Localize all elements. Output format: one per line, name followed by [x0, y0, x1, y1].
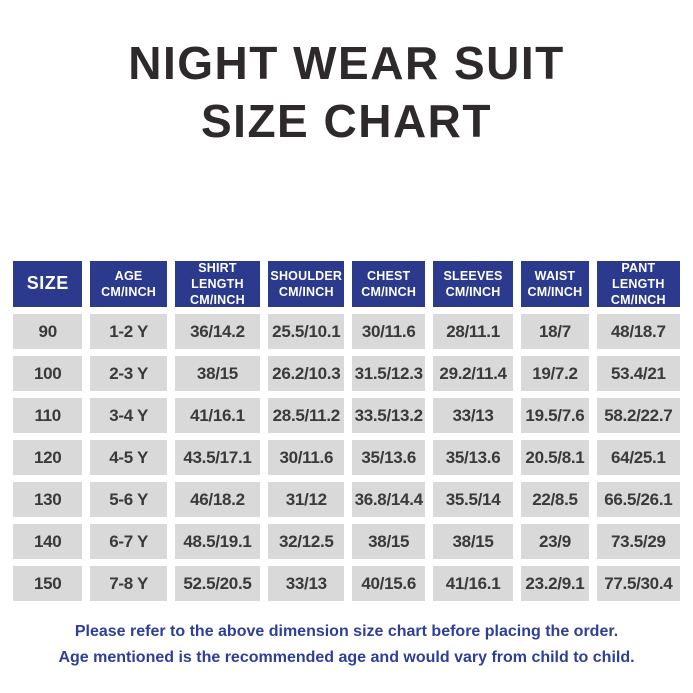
table-cell-r5-c2: 5-6 Y — [90, 482, 167, 517]
table-cell-r2-c2: 2-3 Y — [90, 356, 167, 391]
table-cell-r2-c1: 100 — [13, 356, 83, 391]
table-cell-r3-c2: 3-4 Y — [90, 398, 167, 433]
table-cell-r4-c6: 35/13.6 — [432, 440, 514, 475]
table-cell-r2-c3: 38/15 — [174, 356, 261, 391]
column-header-label: PANT LENGTH — [612, 261, 665, 291]
column-header-label: SIZE — [26, 273, 69, 294]
table-cell-r1-c2: 1-2 Y — [90, 314, 167, 349]
footer-note-line-1: Please refer to the above dimension size… — [74, 623, 619, 640]
table-cell-r4-c5: 35/13.6 — [352, 440, 425, 475]
table-cell-r7-c2: 7-8 Y — [90, 566, 167, 601]
footer-note-line-2: Age mentioned is the recommended age and… — [58, 649, 635, 666]
table-cell-r7-c1: 150 — [13, 566, 83, 601]
table-cell-r3-c7: 19.5/7.6 — [521, 398, 589, 433]
column-header-unit: CM/INCH — [610, 293, 666, 307]
table-cell-r5-c7: 22/8.5 — [521, 482, 589, 517]
table-cell-r2-c6: 29.2/11.4 — [432, 356, 514, 391]
table-cell-r2-c5: 31.5/12.3 — [352, 356, 425, 391]
table-cell-r6-c8: 73.5/29 — [596, 524, 680, 559]
table-cell-r4-c2: 4-5 Y — [90, 440, 167, 475]
table-cell-r1-c3: 36/14.2 — [174, 314, 261, 349]
column-header-waist: WAIST CM/INCH — [521, 261, 589, 307]
table-cell-r3-c6: 33/13 — [432, 398, 514, 433]
size-chart-table: SIZE AGE CM/INCH SHIRT LENGTH CM/INCH SHOULDE… — [13, 261, 680, 601]
table-cell-r5-c3: 46/18.2 — [174, 482, 261, 517]
column-header-unit: CM/INCH — [527, 285, 583, 299]
table-cell-r7-c6: 41/16.1 — [432, 566, 514, 601]
table-cell-r6-c3: 48.5/19.1 — [174, 524, 261, 559]
table-cell-r2-c7: 19/7.2 — [521, 356, 589, 391]
table-cell-r6-c7: 23/9 — [521, 524, 589, 559]
page-title-line-1: NIGHT WEAR SUIT — [128, 37, 565, 89]
table-cell-r1-c1: 90 — [13, 314, 83, 349]
table-cell-r7-c8: 77.5/30.4 — [596, 566, 680, 601]
table-cell-r5-c1: 130 — [13, 482, 83, 517]
table-cell-r7-c5: 40/15.6 — [352, 566, 425, 601]
table-cell-r2-c4: 26.2/10.3 — [268, 356, 345, 391]
column-header-label: AGE — [114, 269, 143, 283]
column-header-label: CHEST — [366, 269, 411, 283]
table-cell-r4-c3: 43.5/17.1 — [174, 440, 261, 475]
table-cell-r6-c1: 140 — [13, 524, 83, 559]
table-cell-r5-c4: 31/12 — [268, 482, 345, 517]
column-header-label: SLEEVES — [443, 269, 503, 283]
footer-note: Please refer to the above dimension size… — [0, 619, 693, 671]
column-header-shirt-length: SHIRT LENGTH CM/INCH — [174, 261, 261, 307]
table-cell-r4-c8: 64/25.1 — [596, 440, 680, 475]
page-title: NIGHT WEAR SUIT SIZE CHART — [0, 34, 693, 150]
column-header-unit: CM/INCH — [278, 285, 334, 299]
table-cell-r1-c8: 48/18.7 — [596, 314, 680, 349]
table-cell-r6-c6: 38/15 — [432, 524, 514, 559]
page-title-line-2: SIZE CHART — [201, 95, 492, 147]
table-cell-r6-c4: 32/12.5 — [268, 524, 345, 559]
table-cell-r3-c4: 28.5/11.2 — [268, 398, 345, 433]
column-header-pant-length: PANT LENGTH CM/INCH — [596, 261, 680, 307]
table-cell-r1-c4: 25.5/10.1 — [268, 314, 345, 349]
table-cell-r3-c5: 33.5/13.2 — [352, 398, 425, 433]
table-cell-r4-c1: 120 — [13, 440, 83, 475]
table-cell-r6-c2: 6-7 Y — [90, 524, 167, 559]
table-cell-r3-c3: 41/16.1 — [174, 398, 261, 433]
column-header-unit: CM/INCH — [445, 285, 501, 299]
table-cell-r4-c4: 30/11.6 — [268, 440, 345, 475]
table-cell-r5-c8: 66.5/26.1 — [596, 482, 680, 517]
table-cell-r4-c7: 20.5/8.1 — [521, 440, 589, 475]
table-cell-r6-c5: 38/15 — [352, 524, 425, 559]
table-cell-r7-c4: 33/13 — [268, 566, 345, 601]
column-header-chest: CHEST CM/INCH — [352, 261, 425, 307]
column-header-unit: CM/INCH — [190, 293, 245, 307]
table-cell-r2-c8: 53.4/21 — [596, 356, 680, 391]
table-cell-r3-c1: 110 — [13, 398, 83, 433]
column-header-unit: CM/INCH — [101, 285, 157, 299]
column-header-size: SIZE — [13, 261, 83, 307]
table-cell-r5-c5: 36.8/14.4 — [352, 482, 425, 517]
column-header-label: SHIRT LENGTH — [191, 261, 244, 291]
table-cell-r5-c6: 35.5/14 — [432, 482, 514, 517]
column-header-age: AGE CM/INCH — [90, 261, 167, 307]
table-cell-r3-c8: 58.2/22.7 — [596, 398, 680, 433]
table-cell-r1-c7: 18/7 — [521, 314, 589, 349]
column-header-shoulder: SHOULDER CM/INCH — [268, 261, 345, 307]
table-cell-r1-c5: 30/11.6 — [352, 314, 425, 349]
table-cell-r7-c3: 52.5/20.5 — [174, 566, 261, 601]
column-header-sleeves: SLEEVES CM/INCH — [432, 261, 514, 307]
column-header-unit: CM/INCH — [361, 285, 417, 299]
table-cell-r7-c7: 23.2/9.1 — [521, 566, 589, 601]
column-header-label: SHOULDER — [270, 269, 343, 283]
column-header-label: WAIST — [534, 269, 576, 283]
table-cell-r1-c6: 28/11.1 — [432, 314, 514, 349]
